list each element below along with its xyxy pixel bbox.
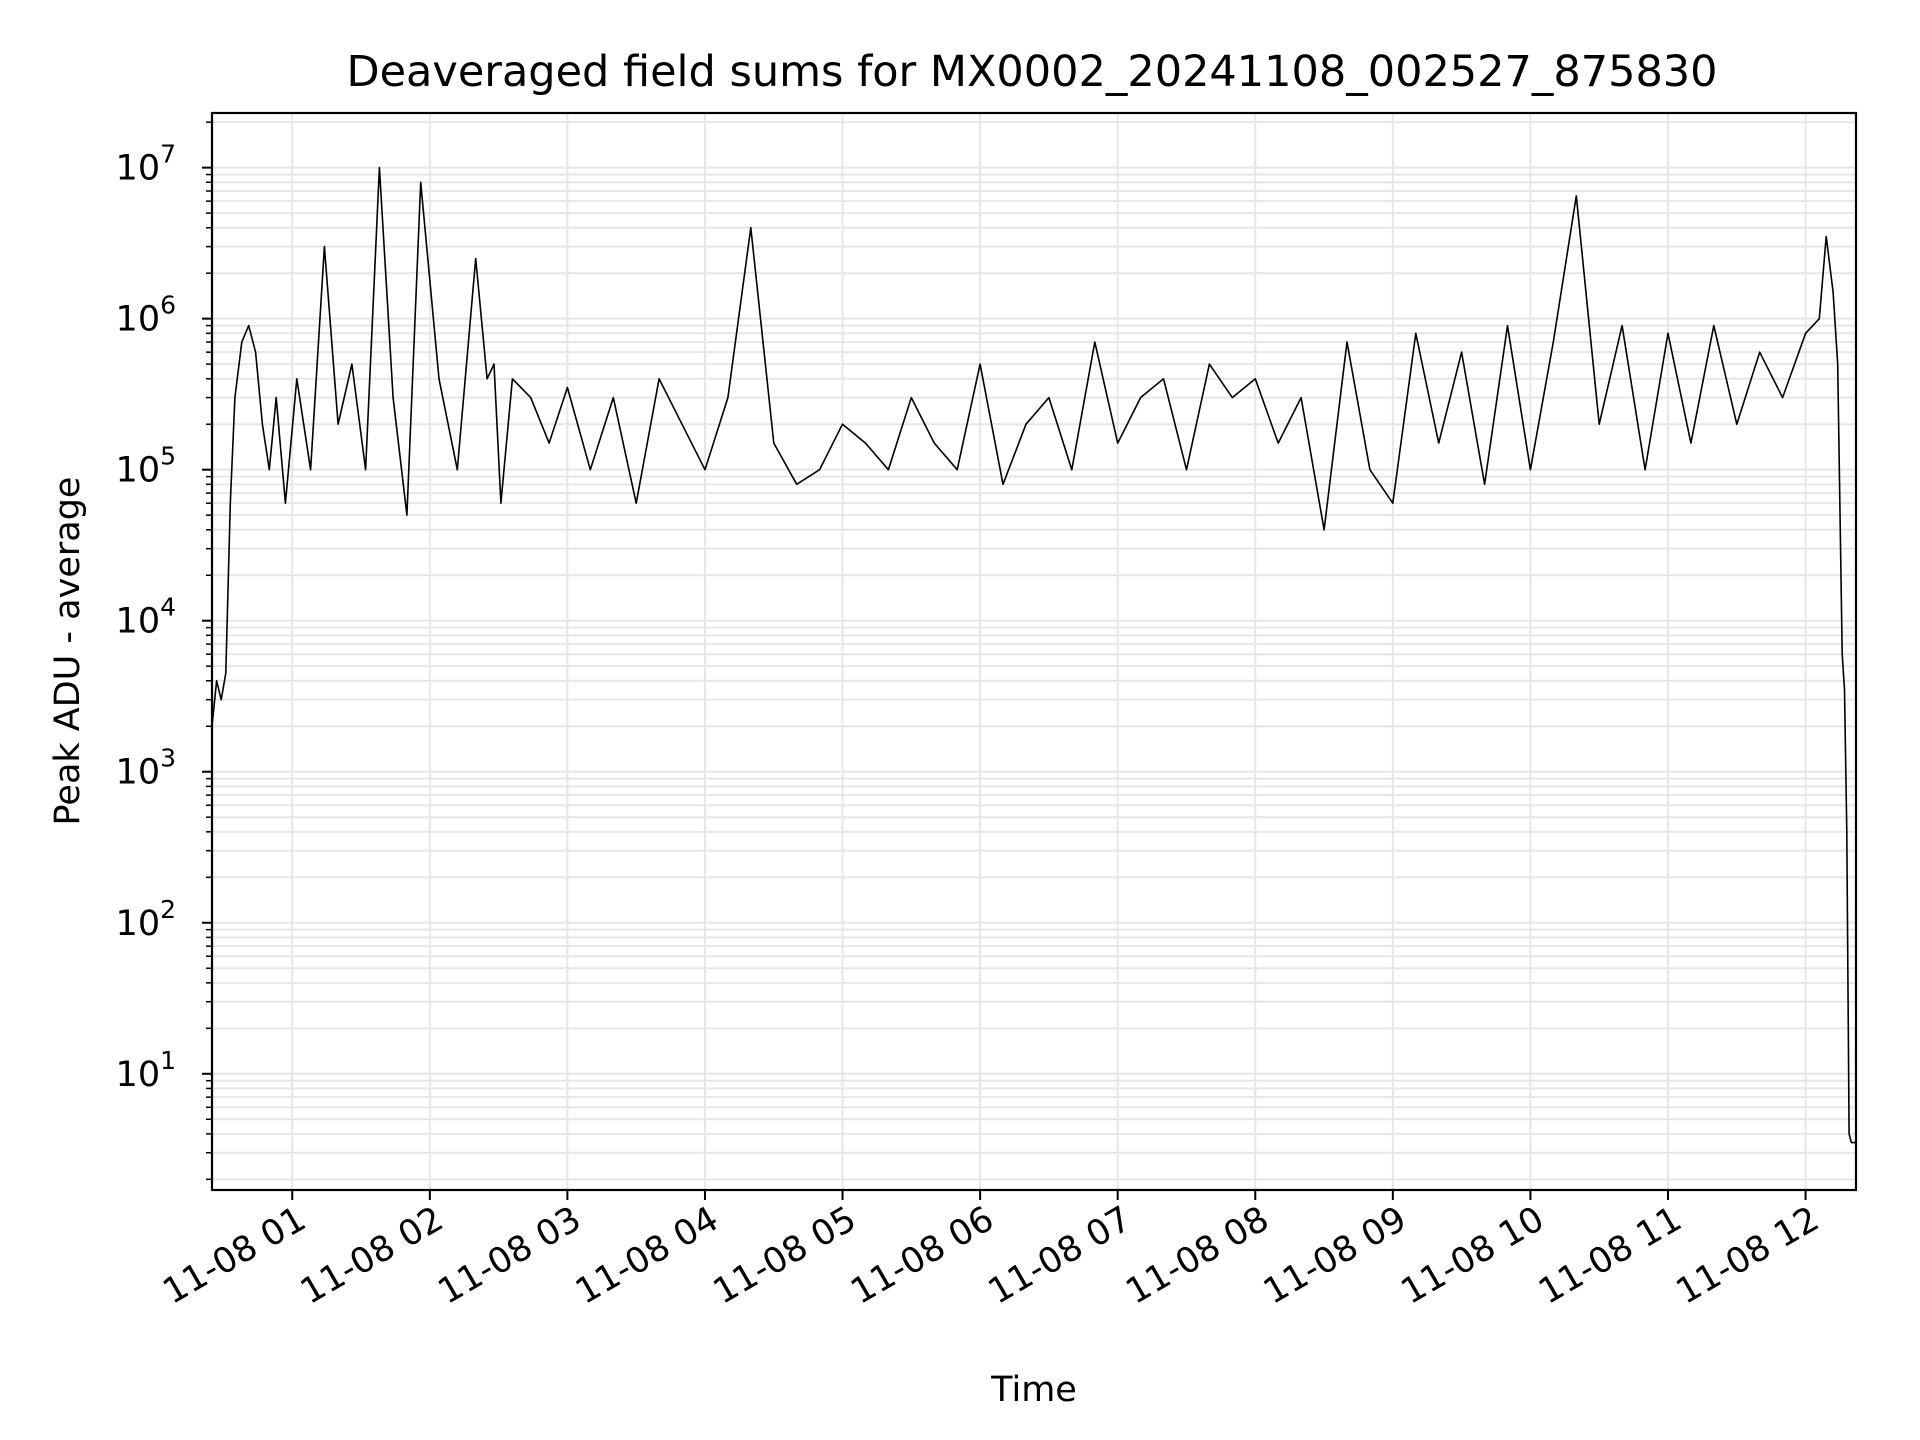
- series-line: [211, 166, 1856, 1144]
- y-tick-label: 103: [116, 744, 176, 793]
- plot-frame: [210, 111, 1858, 1192]
- x-axis-label: Time: [990, 1370, 1077, 1410]
- y-tick-label: 104: [116, 593, 176, 642]
- y-tick-label: 102: [116, 895, 176, 944]
- y-tick-label: 106: [116, 291, 176, 340]
- y-tick-label: 107: [116, 140, 176, 189]
- chart-title: Deaveraged field sums for MX0002_2024110…: [346, 47, 1717, 97]
- y-tick-label: 105: [116, 442, 176, 491]
- y-axis: 101 102 103 104 105 106 107: [116, 121, 212, 1181]
- grid-lines: [212, 113, 1856, 1190]
- series-layer: [211, 166, 1856, 1144]
- y-tick-label: 101: [116, 1046, 176, 1095]
- y-axis-label: Peak ADU - average: [48, 477, 88, 826]
